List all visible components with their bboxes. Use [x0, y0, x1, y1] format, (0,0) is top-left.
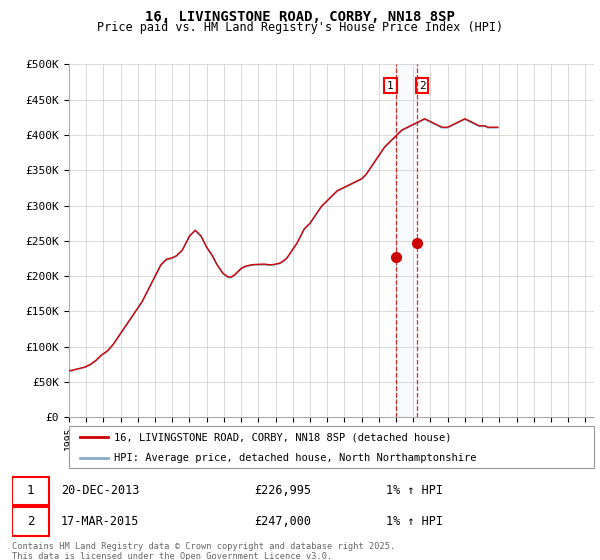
- Text: HPI: Average price, detached house, North Northamptonshire: HPI: Average price, detached house, Nort…: [113, 454, 476, 463]
- Text: Price paid vs. HM Land Registry's House Price Index (HPI): Price paid vs. HM Land Registry's House …: [97, 21, 503, 34]
- Text: 16, LIVINGSTONE ROAD, CORBY, NN18 8SP: 16, LIVINGSTONE ROAD, CORBY, NN18 8SP: [145, 10, 455, 24]
- Text: 20-DEC-2013: 20-DEC-2013: [61, 484, 139, 497]
- Text: £247,000: £247,000: [254, 515, 311, 528]
- Text: 17-MAR-2015: 17-MAR-2015: [61, 515, 139, 528]
- Text: 1% ↑ HPI: 1% ↑ HPI: [386, 515, 443, 528]
- Text: 1: 1: [387, 81, 394, 91]
- Text: 2: 2: [27, 515, 34, 528]
- Text: 2: 2: [419, 81, 425, 91]
- Text: 16, LIVINGSTONE ROAD, CORBY, NN18 8SP (detached house): 16, LIVINGSTONE ROAD, CORBY, NN18 8SP (d…: [113, 432, 451, 442]
- Text: Contains HM Land Registry data © Crown copyright and database right 2025.
This d: Contains HM Land Registry data © Crown c…: [12, 542, 395, 560]
- Text: 1% ↑ HPI: 1% ↑ HPI: [386, 484, 443, 497]
- Text: £226,995: £226,995: [254, 484, 311, 497]
- Bar: [395, 64, 417, 417]
- FancyBboxPatch shape: [12, 507, 49, 536]
- FancyBboxPatch shape: [69, 426, 594, 468]
- FancyBboxPatch shape: [12, 477, 49, 505]
- Text: 1: 1: [27, 484, 34, 497]
